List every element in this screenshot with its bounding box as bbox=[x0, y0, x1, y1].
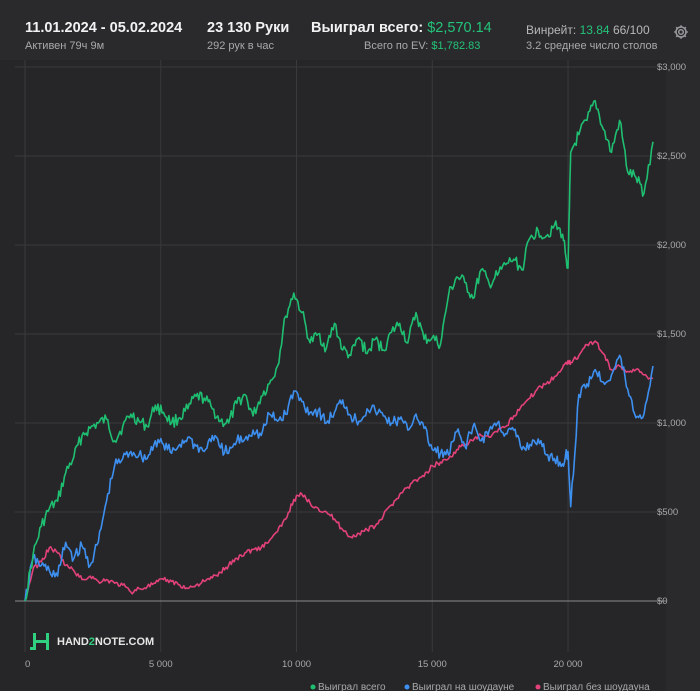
series-layer bbox=[24, 100, 654, 602]
hand2note-logo: HAND2NOTE.COM bbox=[30, 633, 154, 650]
chart-legend: Выиграл всего Выиграл на шоудауне Выиграл … bbox=[310, 681, 650, 691]
avg-tables: 3.2 среднее число столов bbox=[526, 40, 658, 52]
x-tick-label: 10 000 bbox=[282, 659, 311, 670]
winrate-sample: 66/100 bbox=[612, 23, 650, 37]
series-line bbox=[24, 340, 654, 602]
x-tick-label: 0 bbox=[25, 659, 30, 670]
won-total-label: Выиграл всего: bbox=[311, 20, 424, 36]
logo-text-hand: HAND bbox=[57, 636, 89, 648]
winrate-block: Винрейт: 13.84 66/100 3.2 среднее число … bbox=[526, 23, 658, 52]
logo-text-note: NOTE.COM bbox=[95, 636, 154, 648]
hands-block: 23 130 Руки 292 рук в час bbox=[207, 20, 289, 52]
svg-text:HAND2NOTE.COM: HAND2NOTE.COM bbox=[57, 636, 154, 648]
winnings-block: Выиграл всего: $2,570.14 Всего по EV: $1… bbox=[311, 20, 492, 52]
series-line bbox=[24, 100, 654, 602]
chart-background bbox=[0, 60, 666, 691]
legend-label[interactable]: Выиграл без шоудауна bbox=[543, 681, 650, 691]
legend-swatch bbox=[535, 684, 541, 690]
y-tick-label: $3,000 bbox=[657, 62, 686, 73]
x-tick-label: 20 000 bbox=[553, 659, 582, 670]
ev-label: Всего по EV: bbox=[364, 40, 429, 52]
logo-mark-icon bbox=[30, 633, 49, 650]
winrate-value: 13.84 bbox=[579, 23, 610, 37]
date-block: 11.01.2024 - 05.02.2024 Активен 79ч 9м bbox=[25, 20, 182, 52]
ev-value: $1,782.83 bbox=[431, 40, 481, 52]
logo-text-2: 2 bbox=[89, 636, 95, 648]
y-tick-label: $2,000 bbox=[657, 240, 686, 251]
y-tick-label: $1,000 bbox=[657, 418, 686, 429]
hands-count: 23 130 Руки bbox=[207, 20, 290, 36]
active-time: Активен 79ч 9м bbox=[25, 40, 105, 52]
x-tick-label: 5 000 bbox=[149, 659, 173, 670]
hands-per-hour: 292 рук в час bbox=[207, 40, 275, 52]
date-range: 11.01.2024 - 05.02.2024 bbox=[25, 20, 183, 36]
y-tick-labels: $0 $500 $1,000 $1,500 $2,000 $2,500 $3,000 bbox=[657, 62, 686, 607]
y-tick-label: $1,500 bbox=[657, 329, 686, 340]
x-grid bbox=[24, 60, 569, 652]
legend-swatch bbox=[404, 684, 410, 690]
y-tick-label: $2,500 bbox=[657, 151, 686, 162]
x-tick-labels: 0 5 000 10 000 15 000 20 000 bbox=[25, 659, 583, 670]
stats-header: 11.01.2024 - 05.02.2024 Активен 79ч 9м 2… bbox=[0, 0, 700, 60]
legend-swatch bbox=[310, 684, 316, 690]
gear-icon[interactable] bbox=[673, 24, 689, 40]
series-line bbox=[24, 354, 654, 602]
x-tick-label: 15 000 bbox=[418, 659, 447, 670]
winrate-label: Винрейт: bbox=[526, 23, 577, 37]
legend-label[interactable]: Выиграл на шоудауне bbox=[412, 682, 515, 691]
won-total-value: $2,570.14 bbox=[427, 20, 492, 36]
y-grid bbox=[15, 66, 666, 513]
y-tick-label: $500 bbox=[657, 507, 678, 518]
y-tick-label: $0 bbox=[657, 596, 668, 607]
legend-label[interactable]: Выиграл всего bbox=[318, 682, 386, 691]
